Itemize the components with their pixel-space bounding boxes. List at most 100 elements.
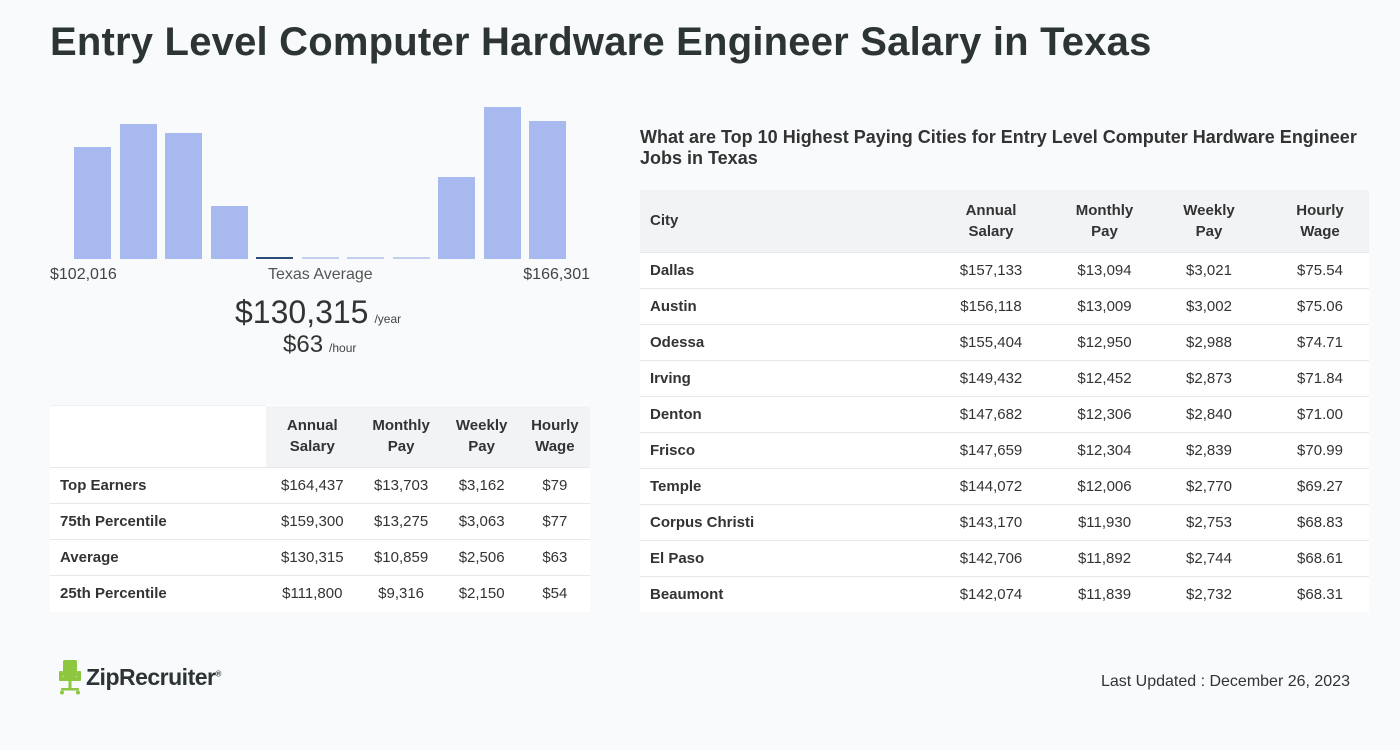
percentile-monthly: $9,316 <box>378 585 425 603</box>
city-row: Frisco $147,659 $12,304 $2,839 $70.99 <box>640 432 1369 468</box>
cities-table-header: City Annual Salary Monthly Pay Weekly Pay H… <box>640 190 1369 252</box>
percentile-weekly: $2,150 <box>458 585 505 603</box>
percentile-header-annual: Annual Salary <box>266 405 359 468</box>
logo-wordmark: ZipRecruiter <box>86 663 216 690</box>
percentile-hourly: $79 <box>542 477 568 494</box>
ziprecruiter-logo[interactable]: ZipRecruiter® <box>58 659 221 695</box>
percentile-hourly: $77 <box>542 513 568 530</box>
logo-text: ZipRecruiter® <box>86 664 221 691</box>
percentile-header-hourly: Hourly Wage <box>519 405 590 468</box>
histogram-bar <box>529 121 566 259</box>
city-weekly: $2,744 <box>1186 549 1232 567</box>
hourly-average-value: $63 <box>283 331 324 358</box>
logo-registered-mark: ® <box>215 668 221 678</box>
city-hourly: $75.06 <box>1297 297 1343 315</box>
city-annual: $144,072 <box>959 477 1023 495</box>
city-monthly: $12,306 <box>1077 405 1132 423</box>
city-name: Odessa <box>650 333 705 351</box>
percentile-annual: $164,437 <box>280 477 344 494</box>
city-weekly: $2,753 <box>1186 513 1232 531</box>
city-hourly: $70.99 <box>1297 441 1343 459</box>
percentile-table-header: Annual Salary Monthly Pay Weekly Pay Hourly… <box>50 405 590 468</box>
city-monthly: $12,006 <box>1077 477 1132 495</box>
histogram-bar <box>347 257 384 259</box>
histogram-bar <box>483 107 521 259</box>
city-weekly: $3,021 <box>1186 261 1232 279</box>
histogram-bar <box>165 133 202 259</box>
city-hourly: $71.00 <box>1297 405 1343 423</box>
percentile-monthly: $10,859 <box>373 549 429 566</box>
salary-histogram <box>50 100 590 260</box>
city-name: Denton <box>650 405 702 423</box>
city-hourly: $71.84 <box>1297 369 1343 387</box>
city-weekly: $3,002 <box>1186 297 1232 315</box>
city-row: Irving $149,432 $12,452 $2,873 $71.84 <box>640 360 1369 396</box>
city-weekly: $2,840 <box>1186 405 1232 423</box>
city-annual: $157,133 <box>959 261 1023 279</box>
city-row: Austin $156,118 $13,009 $3,002 $75.06 <box>640 288 1369 324</box>
percentile-hourly: $63 <box>542 549 568 566</box>
city-monthly: $12,304 <box>1077 441 1132 459</box>
percentile-weekly: $2,506 <box>458 549 505 566</box>
percentile-weekly: $3,063 <box>458 513 505 530</box>
percentile-monthly: $13,703 <box>373 477 429 494</box>
percentile-annual: $159,300 <box>280 513 344 530</box>
percentile-header-monthly: Monthly Pay <box>358 405 444 468</box>
percentile-label: 75th Percentile <box>60 513 167 530</box>
city-hourly: $68.83 <box>1297 513 1343 531</box>
city-monthly: $12,950 <box>1077 333 1132 351</box>
city-row: Beaumont $142,074 $11,839 $2,732 $68.31 <box>640 576 1369 612</box>
city-annual: $143,170 <box>959 513 1023 531</box>
city-monthly: $11,892 <box>1077 549 1132 567</box>
city-monthly: $12,452 <box>1077 369 1132 387</box>
city-annual: $149,432 <box>959 369 1023 387</box>
cities-header-weekly: Weekly Pay <box>1183 201 1235 240</box>
city-name: Dallas <box>650 261 695 279</box>
percentile-header-blank <box>50 405 266 468</box>
histogram-bar <box>438 177 475 259</box>
last-updated: Last Updated : December 26, 2023 <box>1100 673 1350 690</box>
percentile-row: Top Earners $164,437 $13,703 $3,162 $79 <box>50 467 590 504</box>
percentile-table: Annual Salary Monthly Pay Weekly Pay Hourly… <box>50 405 590 612</box>
histogram-min-label: $102,016 <box>50 266 117 283</box>
percentile-annual: $111,800 <box>282 585 343 603</box>
city-monthly: $13,094 <box>1077 261 1132 279</box>
city-hourly: $74.71 <box>1297 333 1343 351</box>
city-hourly: $69.27 <box>1297 477 1343 495</box>
percentile-label: Top Earners <box>60 477 147 494</box>
city-name: Corpus Christi <box>650 513 755 531</box>
annual-unit: /year <box>374 312 402 326</box>
percentile-annual: $130,315 <box>280 549 344 566</box>
city-annual: $156,118 <box>960 297 1022 315</box>
city-row: Denton $147,682 $12,306 $2,840 $71.00 <box>640 396 1369 432</box>
cities-header-annual: Annual Salary <box>965 201 1017 240</box>
annual-average: $130,315/year <box>235 294 401 331</box>
city-row: Dallas $157,133 $13,094 $3,021 $75.54 <box>640 252 1369 288</box>
cities-header-hourly: Hourly Wage <box>1296 201 1344 240</box>
city-name: El Paso <box>650 549 705 567</box>
city-annual: $142,074 <box>959 585 1023 603</box>
city-row: Odessa $155,404 $12,950 $2,988 $74.71 <box>640 324 1369 360</box>
city-name: Frisco <box>650 441 696 459</box>
percentile-row: 25th Percentile $111,800 $9,316 $2,150 $54 <box>50 575 590 612</box>
city-annual: $155,404 <box>959 333 1023 351</box>
histogram-average-label: Texas Average <box>268 266 373 283</box>
percentile-label: Average <box>60 549 119 566</box>
histogram-bar <box>301 257 339 259</box>
city-monthly: $11,839 <box>1077 585 1132 603</box>
city-hourly: $68.61 <box>1297 549 1343 567</box>
city-weekly: $2,770 <box>1186 477 1232 495</box>
city-weekly: $2,732 <box>1186 585 1232 603</box>
city-annual: $147,682 <box>959 405 1023 423</box>
city-weekly: $2,839 <box>1186 441 1232 459</box>
histogram-bar <box>392 257 430 259</box>
histogram-bar <box>74 147 111 259</box>
city-annual: $147,659 <box>959 441 1023 459</box>
percentile-monthly: $13,275 <box>373 513 429 530</box>
city-row: El Paso $142,706 $11,892 $2,744 $68.61 <box>640 540 1369 576</box>
percentile-row: 75th Percentile $159,300 $13,275 $3,063 $77 <box>50 503 590 540</box>
hourly-average: $63/hour <box>283 331 356 359</box>
histogram-max-label: $166,301 <box>523 266 590 283</box>
city-name: Beaumont <box>650 585 724 603</box>
city-name: Irving <box>650 369 691 387</box>
